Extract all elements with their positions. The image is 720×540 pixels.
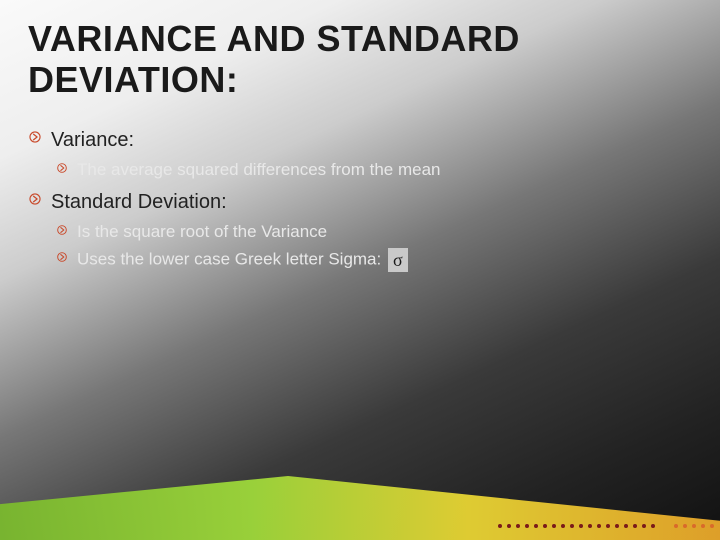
list-item: Uses the lower case Greek letter Sigma: … bbox=[56, 248, 692, 272]
slide-body: Variance: The average squared difference… bbox=[28, 128, 692, 276]
list-item-text: Is the square root of the Variance bbox=[77, 221, 327, 244]
ring-arrow-icon bbox=[56, 251, 68, 263]
list-item-text-inner: Uses the lower case Greek letter Sigma: bbox=[77, 250, 381, 269]
slide-title: VARIANCE AND STANDARD DEVIATION: bbox=[28, 18, 692, 101]
list-item: The average squared differences from the… bbox=[56, 159, 692, 182]
slide: VARIANCE AND STANDARD DEVIATION: Varianc… bbox=[0, 0, 720, 540]
list-item: Is the square root of the Variance bbox=[56, 221, 692, 244]
list-item-text: Uses the lower case Greek letter Sigma: … bbox=[77, 248, 408, 272]
list-item-label: Standard Deviation: bbox=[51, 190, 227, 215]
list-item: Standard Deviation: bbox=[28, 190, 692, 215]
list-item-text: The average squared differences from the… bbox=[77, 159, 441, 182]
list-item-label: Variance: bbox=[51, 128, 134, 153]
ring-arrow-icon bbox=[56, 224, 68, 236]
ring-arrow-icon bbox=[56, 162, 68, 174]
ring-arrow-icon bbox=[28, 192, 42, 206]
decorative-dots bbox=[498, 524, 714, 528]
sigma-symbol: σ bbox=[388, 248, 408, 272]
accent-bar bbox=[0, 476, 720, 540]
ring-arrow-icon bbox=[28, 130, 42, 144]
list-item: Variance: bbox=[28, 128, 692, 153]
